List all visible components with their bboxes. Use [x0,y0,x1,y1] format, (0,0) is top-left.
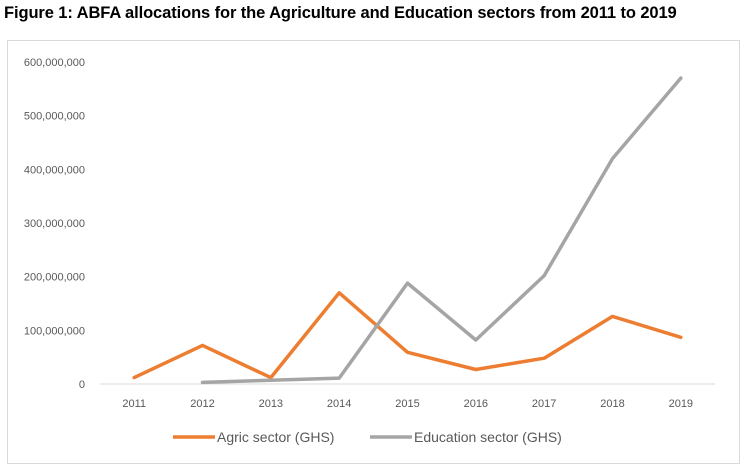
y-tick-label: 500,000,000 [24,111,85,123]
x-tick-label: 2013 [259,398,283,410]
y-tick-label: 100,000,000 [24,325,85,337]
legend: Agric sector (GHS) Education sector (GHS) [173,429,562,445]
y-tick-label: 600,000,000 [24,57,85,69]
legend-label-0: Agric sector (GHS) [217,429,334,445]
y-tick-label: 400,000,000 [24,164,85,176]
x-tick-label: 2019 [669,398,693,410]
x-tick-label: 2011 [122,398,146,410]
series-lines [132,76,683,385]
x-tick-label: 2018 [600,398,624,410]
x-tick-label: 2015 [395,398,419,410]
x-tick-label: 2012 [190,398,214,410]
y-tick-label: 0 [79,379,85,391]
legend-label-1: Education sector (GHS) [414,429,562,445]
x-tick-label: 2014 [327,398,351,410]
figure-title: Figure 1: ABFA allocations for the Agric… [4,4,677,22]
x-tick-label: 2017 [532,398,556,410]
y-tick-label: 200,000,000 [24,272,85,284]
x-tick-label: 2016 [464,398,488,410]
series-line-0 [132,291,683,380]
x-axis: 2011 2012 2013 2014 2015 2016 2017 2018 2019 [122,398,693,410]
y-tick-label: 300,000,000 [24,218,85,230]
series-line-1 [200,76,683,385]
y-axis: 0 100,000,000 200,000,000 300,000,000 400,00… [24,57,85,391]
chart-frame [7,40,740,464]
